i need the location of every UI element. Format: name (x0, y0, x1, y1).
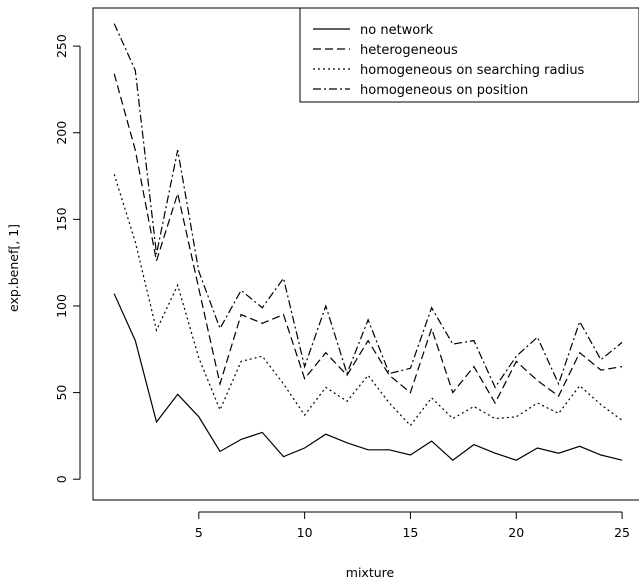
legend-label-2: homogeneous on searching radius (360, 63, 585, 78)
y-tick-label: 0 (54, 475, 69, 483)
series-line-1 (113, 73, 623, 405)
y-tick-label: 250 (54, 34, 69, 58)
legend-label-3: homogeneous on position (360, 83, 528, 98)
y-tick-label: 100 (54, 294, 69, 318)
legend-label-1: heterogeneous (360, 43, 458, 58)
legend-label-0: no network (360, 23, 434, 38)
x-tick-label: 25 (614, 525, 630, 540)
x-tick-label: 15 (402, 525, 418, 540)
y-tick-label: 50 (54, 385, 69, 401)
y-axis-title: exp.benef[, 1] (6, 224, 21, 312)
legend-box (299, 7, 639, 103)
x-tick-label: 20 (508, 525, 524, 540)
x-tick-label: 10 (297, 525, 313, 540)
y-tick-label: 150 (54, 207, 69, 231)
y-axis: 0 50 100 150 200 250 (54, 34, 81, 483)
series-line-0 (113, 293, 623, 461)
x-tick-label: 5 (195, 525, 203, 540)
series-line-2 (113, 174, 623, 427)
legend: no network heterogeneous homogeneous on se… (299, 7, 639, 103)
y-tick-label: 200 (54, 121, 69, 145)
x-axis: 5 10 15 20 25 (195, 511, 630, 540)
x-axis-title: mixture (346, 565, 395, 580)
series-layer (113, 23, 623, 461)
series-line-3 (113, 23, 623, 389)
